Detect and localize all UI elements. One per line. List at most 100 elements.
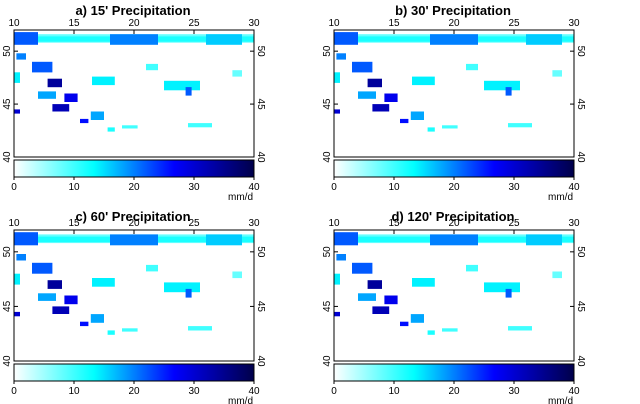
precip-cell [367,78,382,88]
colorbar-tick-label: 20 [128,386,140,397]
precip-cell [14,109,20,114]
precip-cell [38,91,56,99]
x-tick-label: 10 [8,218,20,229]
colorbar-tick-label: 30 [188,182,200,193]
y-tick-label-left: 40 [322,355,333,367]
x-tick-label: 15 [68,18,80,29]
precip-cell [442,125,458,129]
y-tick-label-right: 45 [575,301,586,313]
precip-cell [47,78,62,88]
colorbar-tick-label: 40 [568,386,580,397]
precip-cell [505,288,512,298]
precip-cell [185,87,192,96]
precip-cell [336,254,346,261]
colorbar-tick-label: 20 [448,182,460,193]
x-tick-label: 20 [448,218,460,229]
precip-cell [484,80,520,91]
precip-cell [32,262,53,274]
precip-cell [400,118,409,124]
precip-cell [372,104,390,112]
precip-cell [508,123,532,128]
precip-cell [320,317,326,323]
precip-cell [526,234,562,246]
y-tick-label-right: 40 [575,151,586,163]
precip-cell [206,34,242,45]
chart-title: b) 30' Precipitation [395,3,511,18]
precip-cell [92,278,115,287]
precip-cell [107,330,115,335]
precip-cell [466,264,478,272]
y-tick-label-right: 40 [255,151,266,163]
chart-svg: c) 60' Precipitation 10 15 20 25 30 40 40 45 45 50… [0,209,266,404]
precip-cell [367,280,382,289]
precip-cell [16,53,26,60]
precip-cell [372,306,390,314]
y-tick-label-right: 50 [255,46,266,58]
chart-svg: a) 15' Precipitation 10 15 20 25 30 40 40 45 45 50… [0,3,266,202]
colorbar-unit: mm/d [548,192,573,202]
x-tick-label: 25 [188,18,200,29]
precip-cell [442,328,458,332]
precip-cell [412,76,435,86]
panel-c: c) 60' Precipitation 10 15 20 25 30 40 40 45 45 50… [0,202,320,404]
precip-cells [320,232,574,335]
colorbar-tick-label: 0 [11,386,17,397]
precip-cell [410,314,424,323]
precip-cell [32,61,53,73]
precip-cell [334,32,358,45]
precip-cell [164,282,200,293]
precip-cell [320,62,328,73]
precip-cell [188,123,212,128]
precip-cell [110,34,158,45]
precip-cell [410,111,424,120]
precip-cell [358,91,376,99]
chart-svg: d) 120' Precipitation 10 15 20 25 30 40 40 45 45 5… [320,209,586,404]
precip-cell [206,234,242,246]
x-tick-label: 30 [568,18,580,29]
x-tick-label: 15 [388,218,400,229]
precip-cell [14,311,20,317]
precip-cell [384,295,398,305]
precip-cell [336,53,346,60]
precip-cell [0,62,8,73]
precip-cell [64,93,78,102]
precip-cell [52,104,70,112]
colorbar-tick-label: 20 [448,386,460,397]
panel-a: a) 15' Precipitation 10 15 20 25 30 40 40 45 45 50… [0,0,320,202]
precip-cell [352,262,373,274]
panel-b: b) 30' Precipitation 10 15 20 25 30 40 40 45 45 50… [320,0,640,202]
precip-cell [334,72,340,83]
colorbar-tick-label: 40 [568,182,580,193]
precip-cell [14,32,38,45]
precip-cell [320,115,326,120]
precip-cell [232,70,242,77]
precip-cell [334,232,358,246]
colorbar-tick-label: 40 [248,182,260,193]
y-tick-label-left: 45 [322,300,333,312]
y-tick-label-right: 40 [255,355,266,367]
colorbar-tick-label: 10 [388,182,400,193]
y-tick-label-left: 50 [2,45,13,57]
colorbar [333,159,575,178]
y-tick-label-right: 50 [575,46,586,58]
precip-cell [552,70,562,77]
precip-cell [0,115,6,120]
y-tick-label-left: 45 [2,98,13,110]
x-tick-label: 25 [508,18,520,29]
colorbar-unit: mm/d [548,396,573,404]
colorbar-tick-label: 0 [331,386,337,397]
panel-d: d) 120' Precipitation 10 15 20 25 30 40 40 45 45 5… [320,202,640,404]
colorbar-tick-label: 30 [508,182,520,193]
colorbar-tick-label: 10 [68,182,80,193]
precip-cell [14,72,20,83]
precip-cell [122,125,138,129]
precip-cell [334,311,340,317]
precip-cell [0,263,8,274]
precip-cell [90,314,104,323]
y-tick-label-left: 40 [2,151,13,163]
y-tick-label-right: 45 [255,301,266,313]
x-tick-label: 10 [8,18,20,29]
precip-cell [334,109,340,114]
precip-cell [430,34,478,45]
precip-cell [92,76,115,86]
